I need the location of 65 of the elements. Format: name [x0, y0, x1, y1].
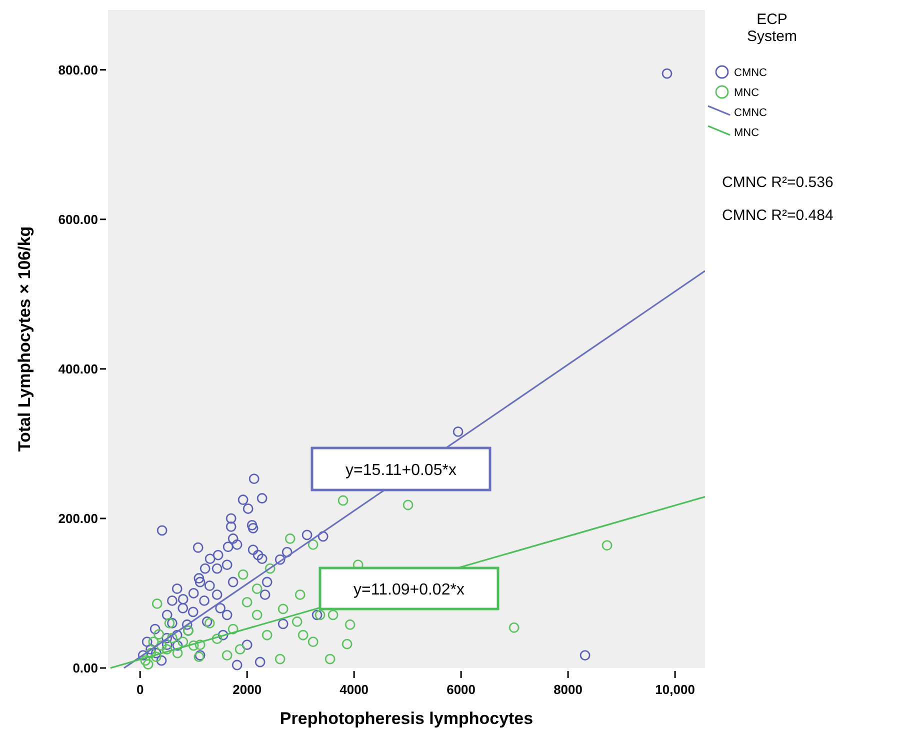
point [402, 500, 414, 510]
point [314, 610, 326, 620]
text: CMNC R²=0.536 [722, 174, 834, 191]
point [324, 654, 336, 664]
legend-label: CMNC [734, 67, 768, 79]
point [212, 634, 222, 644]
point [146, 648, 156, 658]
point [142, 659, 154, 670]
y-tick-label: 400.00 [58, 361, 98, 376]
annotation: y=11.09+0.02*x [354, 582, 464, 598]
point [338, 495, 348, 506]
point [278, 604, 288, 614]
point [228, 624, 238, 634]
y-tick-label: 0.00 [72, 660, 98, 676]
legend-title: ECP System [746, 11, 798, 45]
point [602, 540, 612, 551]
text: CMNC R²=0.484 [722, 207, 834, 224]
point [150, 652, 162, 662]
point [188, 640, 199, 651]
point [164, 618, 175, 628]
point [284, 533, 296, 544]
point [148, 636, 159, 648]
point [234, 644, 246, 655]
x-tick-label: 10,000 [655, 682, 695, 697]
point [262, 630, 272, 640]
point [508, 622, 520, 633]
point [308, 539, 318, 550]
legend-label: MNC [734, 127, 760, 139]
point [344, 619, 356, 630]
point [152, 598, 162, 609]
point [274, 654, 286, 664]
annotation: y=15.11+0.05*x [346, 462, 456, 479]
point [222, 650, 232, 660]
point [252, 584, 262, 594]
y-tick-label: 200.00 [58, 510, 98, 526]
point [172, 648, 183, 658]
x-tick-label: 2000 [232, 682, 262, 697]
point [298, 630, 308, 640]
point [140, 655, 151, 666]
point [156, 640, 167, 651]
point [292, 616, 302, 627]
x-tick-label: 0 [136, 682, 144, 697]
point [194, 640, 206, 650]
point [162, 644, 172, 655]
point [204, 618, 215, 628]
point [308, 636, 318, 648]
point [166, 632, 178, 644]
point [328, 610, 338, 620]
y-tick-label: 800.00 [58, 62, 98, 78]
y-tick-label: 600.00 [58, 212, 98, 227]
point [264, 563, 276, 574]
point [238, 569, 248, 580]
point [178, 636, 188, 648]
x-tick-label: 6000 [446, 682, 476, 697]
point [294, 590, 306, 600]
legend-label: CMNC [734, 107, 768, 119]
point [154, 629, 164, 640]
point [342, 638, 352, 650]
point [252, 610, 262, 620]
x-axis-title: Prephotopheresis lymphocytes [280, 709, 534, 728]
x-tick-label: 8000 [554, 682, 583, 697]
point [242, 596, 252, 608]
y-axis-title: Total Lymphocytes × 106/kg [15, 226, 34, 452]
legend-label: MNC [734, 87, 760, 99]
x-tick-label: 4000 [340, 682, 369, 697]
